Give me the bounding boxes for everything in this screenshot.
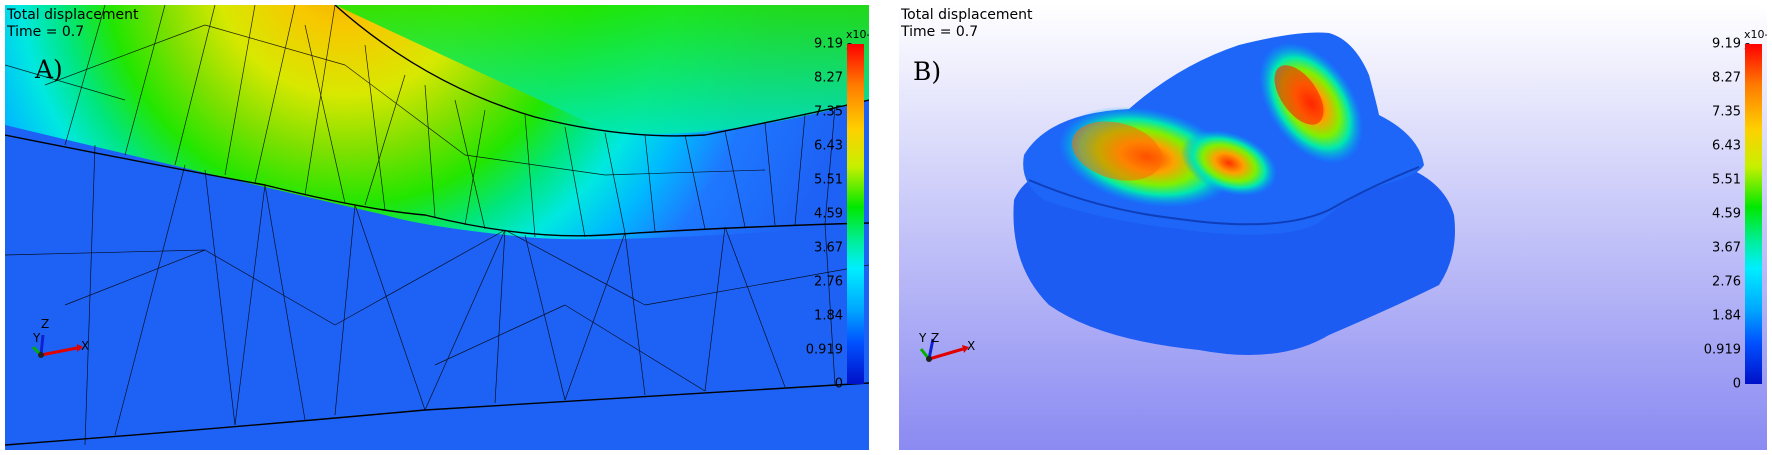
panel-b-info: Total displacement Time = 0.7 [901, 7, 1033, 41]
legend-tick: 0.919 [805, 342, 843, 358]
legend-tick: 3.67 [814, 240, 843, 256]
panel-a-title: Total displacement [7, 7, 139, 23]
legend-tick: 5.51 [814, 172, 843, 188]
legend-tick: 2.76 [1712, 274, 1741, 290]
panel-b-time: Time = 0.7 [901, 24, 979, 40]
legend-tick: 7.35 [814, 104, 843, 120]
legend-tick: 7.35 [1712, 104, 1741, 120]
panel-b-title: Total displacement [901, 7, 1033, 23]
panel-b-letter: B) [913, 57, 942, 86]
legend-tick: 9.19 [814, 36, 843, 52]
axis-x-label: X [81, 339, 90, 353]
axis-y-label: Y [919, 331, 927, 345]
panel-a-color-legend: x10-8 9.19 8.27 7.35 6.43 5.51 4.59 3.67… [797, 28, 869, 392]
panel-a-time: Time = 0.7 [7, 24, 85, 40]
legend-tick: 1.84 [1712, 308, 1741, 324]
panel-a-mesh-view[interactable]: Total displacement Time = 0.7 A) x10-8 9… [5, 5, 869, 450]
axis-z-label: Z [931, 331, 940, 345]
panel-a-legend-colorbar [847, 44, 864, 384]
legend-tick: 8.27 [814, 70, 843, 86]
legend-tick: 9.19 [1712, 36, 1741, 52]
legend-tick: 4.59 [814, 206, 843, 222]
legend-tick: 4.59 [1712, 206, 1741, 222]
panel-b-axis-triad-icon: X Y Z [915, 327, 985, 377]
panel-b-legend-colorbar [1745, 44, 1762, 384]
panel-b-displacement-field [899, 5, 1767, 450]
panel-b-color-legend: x10-8 9.19 8.27 7.35 6.43 5.51 4.59 3.67… [1695, 28, 1767, 392]
legend-tick: 0.919 [1703, 342, 1741, 358]
legend-tick: 2.76 [814, 274, 843, 290]
panel-a-displacement-field [5, 5, 869, 450]
panel-a-letter: A) [35, 55, 63, 84]
legend-tick: 6.43 [1712, 138, 1741, 154]
panel-a-axis-triad-icon: X Y Z [27, 317, 97, 373]
legend-tick: 1.84 [814, 308, 843, 324]
axis-y-label: Y [33, 331, 41, 345]
legend-tick: 8.27 [1712, 70, 1741, 86]
legend-tick: 5.51 [1712, 172, 1741, 188]
legend-tick: 3.67 [1712, 240, 1741, 256]
axis-z-label: Z [41, 317, 50, 331]
panel-b-model-view[interactable]: Total displacement Time = 0.7 B) x10-8 9… [899, 5, 1767, 450]
legend-tick: 0 [834, 376, 843, 392]
panel-a-info: Total displacement Time = 0.7 [7, 7, 139, 41]
axis-x-label: X [967, 339, 976, 353]
legend-tick: 0 [1732, 376, 1741, 392]
legend-tick: 6.43 [814, 138, 843, 154]
